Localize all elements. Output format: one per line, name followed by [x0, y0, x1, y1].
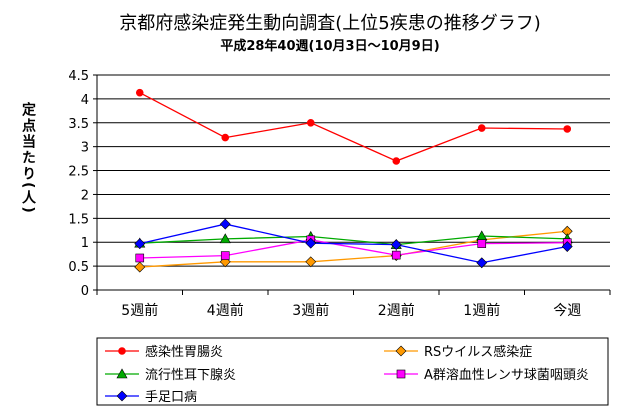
- data-point: [392, 157, 401, 165]
- legend-box: [96, 337, 609, 406]
- y-tick-label: 0: [81, 284, 89, 299]
- legend-marker: [118, 347, 126, 355]
- x-tick-label: 1週前: [463, 302, 500, 319]
- x-tick-label: 3週前: [292, 302, 329, 319]
- data-point: [305, 237, 317, 249]
- data-point: [391, 250, 401, 260]
- y-tick-label: 2.5: [68, 165, 89, 180]
- legend-marker: [396, 369, 406, 379]
- y-tick-label: 3.5: [68, 117, 89, 132]
- legend-marker: [395, 345, 407, 357]
- data-point: [476, 257, 488, 269]
- data-point: [219, 218, 231, 230]
- y-tick-label: 1: [81, 236, 89, 251]
- data-point: [220, 251, 230, 260]
- legend-label: 感染性胃腸炎: [145, 344, 223, 360]
- data-point: [306, 118, 315, 127]
- x-tick-label: 今週: [553, 303, 581, 319]
- data-point: [305, 256, 317, 268]
- y-tick-label: 3: [81, 141, 89, 156]
- legend-marker: [116, 368, 128, 379]
- data-point: [135, 253, 145, 263]
- series-line-5: [139, 223, 568, 264]
- data-point: [477, 239, 487, 248]
- data-point: [135, 88, 144, 97]
- series-line-2: [139, 230, 568, 268]
- data-point: [390, 239, 402, 251]
- x-tick-label: 2週前: [378, 302, 415, 319]
- y-tick-label: 4: [81, 93, 89, 108]
- y-tick-label: 4.5: [68, 69, 89, 84]
- data-point: [477, 124, 486, 132]
- series-line-1: [139, 92, 568, 162]
- legend-label: 流行性耳下腺炎: [145, 368, 236, 383]
- series-line-3: [139, 235, 568, 246]
- y-tick-label: 0.5: [68, 260, 89, 275]
- data-point: [561, 241, 573, 252]
- x-tick-label: 5週前: [121, 302, 158, 319]
- legend-label: 手足口病: [145, 390, 197, 405]
- series-line-4: [139, 239, 568, 259]
- y-axis-label: 定点当たり(人): [20, 101, 36, 214]
- y-tick-label: 1.5: [68, 212, 89, 227]
- chart-subtitle: 平成28年40週(10月3日〜10月9日): [220, 38, 439, 54]
- data-point: [219, 233, 231, 244]
- data-point: [134, 238, 146, 250]
- chart-title: 京都府感染症発生動向調査(上位5疾患の推移グラフ): [119, 13, 541, 34]
- legend-label: RSウイルス感染症: [424, 344, 532, 360]
- x-tick-label: 4週前: [207, 302, 244, 319]
- data-point: [221, 133, 230, 142]
- y-tick-label: 2: [81, 188, 89, 203]
- data-point: [134, 261, 146, 273]
- legend-label: A群溶血性レンサ球菌咽頭炎: [424, 368, 589, 383]
- legend-marker: [116, 390, 128, 402]
- data-point: [563, 125, 572, 133]
